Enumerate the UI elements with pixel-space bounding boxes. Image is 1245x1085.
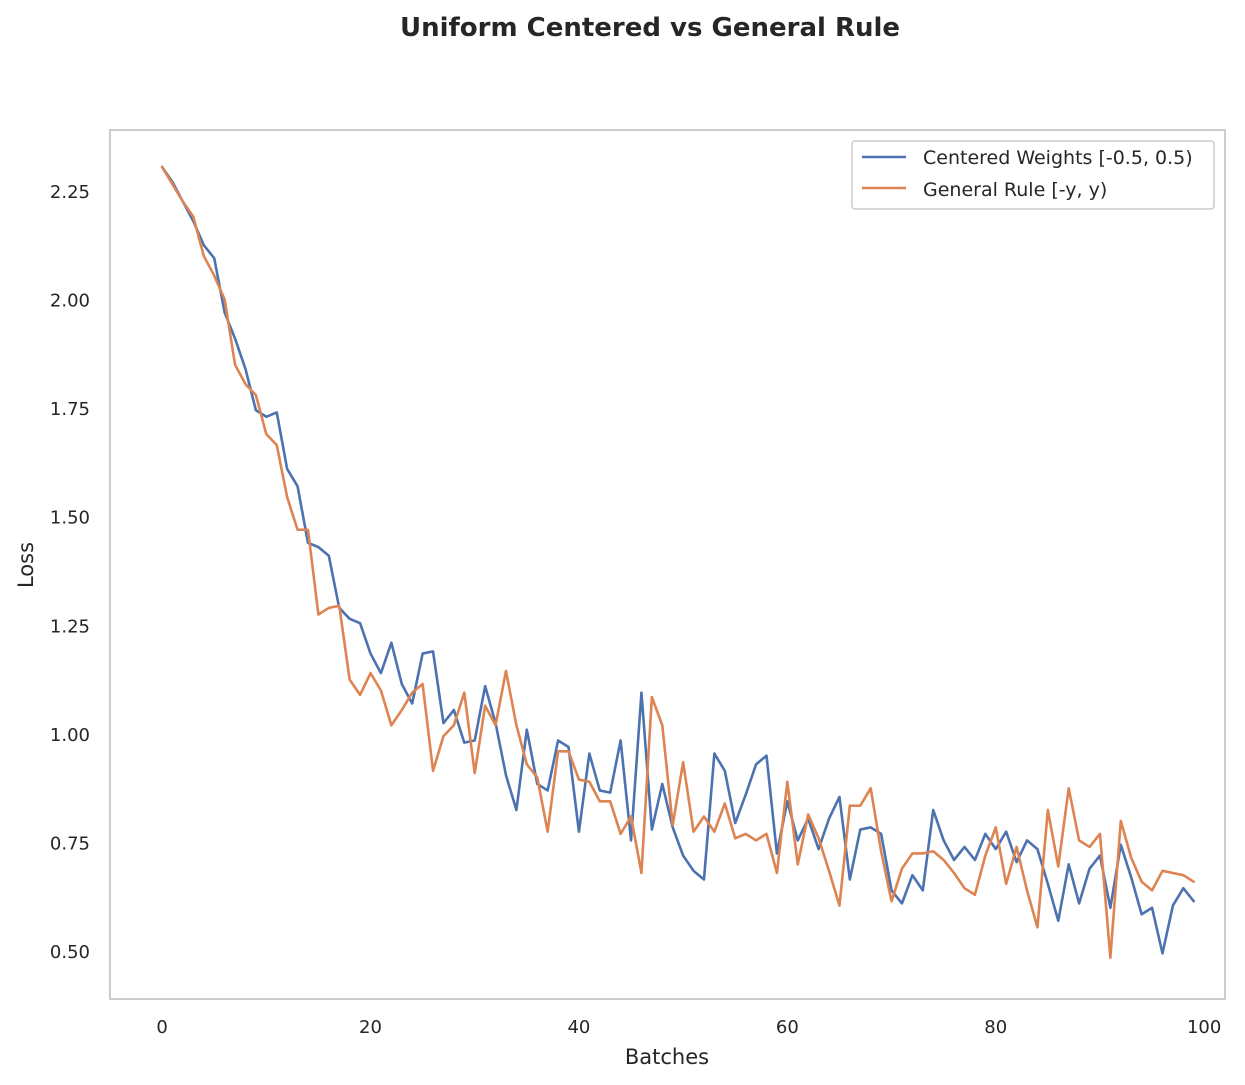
series-group bbox=[160, 165, 1196, 960]
x-tick-label: 100 bbox=[1187, 1017, 1221, 1038]
series-line-general-rule bbox=[160, 165, 1196, 960]
x-tick-label: 60 bbox=[776, 1017, 799, 1038]
y-tick-label: 1.25 bbox=[50, 616, 90, 637]
y-tick-label: 0.50 bbox=[50, 942, 90, 963]
x-tick-label: 0 bbox=[156, 1017, 167, 1038]
chart-title: Uniform Centered vs General Rule bbox=[400, 13, 900, 43]
y-axis: 0.50 0.75 1.00 1.25 1.50 1.75 2.00 2.25 bbox=[50, 182, 90, 963]
x-axis-label: Batches bbox=[625, 1045, 709, 1069]
legend-label-centered: Centered Weights [-0.5, 0.5) bbox=[923, 147, 1193, 169]
y-tick-label: 1.50 bbox=[50, 508, 90, 529]
y-tick-label: 1.00 bbox=[50, 725, 90, 746]
y-tick-label: 2.25 bbox=[50, 182, 90, 203]
x-tick-label: 80 bbox=[984, 1017, 1007, 1038]
x-tick-label: 20 bbox=[359, 1017, 382, 1038]
y-tick-label: 2.00 bbox=[50, 290, 90, 311]
legend-box bbox=[851, 140, 1215, 210]
legend: Centered Weights [-0.5, 0.5) General Rul… bbox=[851, 140, 1215, 210]
x-tick-label: 40 bbox=[567, 1017, 590, 1038]
y-tick-label: 1.75 bbox=[50, 399, 90, 420]
y-tick-label: 0.75 bbox=[50, 834, 90, 855]
legend-label-general: General Rule [-y, y) bbox=[923, 179, 1107, 201]
series-line-centered-weights bbox=[160, 165, 1196, 955]
y-axis-label: Loss bbox=[14, 542, 38, 588]
x-axis: 0 20 40 60 80 100 bbox=[156, 1017, 1221, 1038]
plot-area-frame bbox=[109, 129, 1226, 1000]
